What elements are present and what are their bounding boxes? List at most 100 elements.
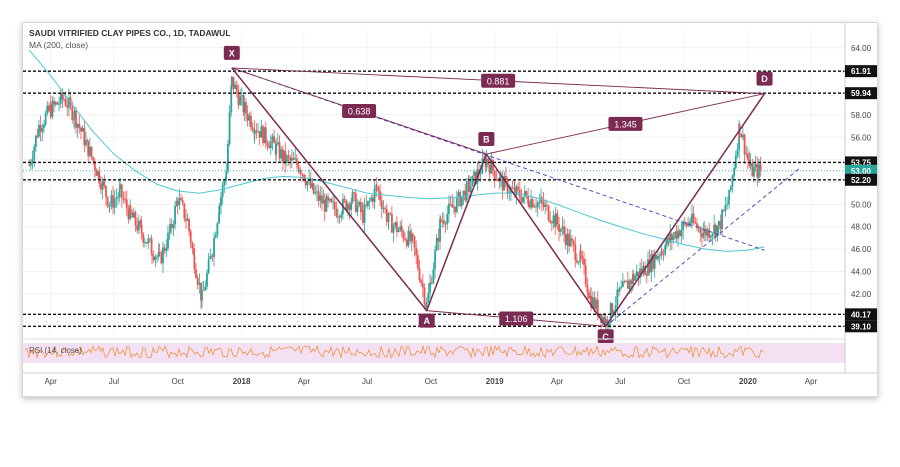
- ratio-box: [499, 311, 534, 326]
- candle-body: [93, 161, 96, 171]
- candle-body: [299, 169, 302, 175]
- candle-body: [405, 240, 408, 246]
- candle-body: [178, 198, 181, 206]
- candle-body: [517, 186, 520, 190]
- candle-body: [170, 224, 173, 228]
- candle-body: [425, 302, 428, 308]
- pattern-leg: [485, 153, 607, 327]
- candle-body: [181, 199, 184, 204]
- candle-body: [255, 130, 258, 133]
- candle-body: [366, 200, 369, 206]
- candle-body: [275, 143, 278, 155]
- candle-body: [409, 230, 411, 242]
- candle-body: [490, 160, 493, 174]
- candle-body: [437, 237, 440, 242]
- level-label: 61.91: [851, 67, 872, 76]
- harmonic-pattern: 0.881 0.638 1.345 1.106 X A B C D: [223, 45, 773, 344]
- candle-body: [547, 205, 550, 221]
- candle-body: [421, 283, 424, 288]
- candle-body: [465, 181, 468, 201]
- candle-body: [644, 265, 646, 276]
- candle-body: [64, 98, 67, 106]
- candle-body: [545, 204, 548, 206]
- candle-body: [361, 210, 364, 223]
- y-tick-label: 50.00: [851, 200, 872, 209]
- candle-body: [363, 204, 366, 223]
- candle-body: [571, 238, 573, 241]
- pattern-leg: [231, 67, 428, 312]
- level-badge: [845, 65, 877, 78]
- candle-body: [129, 205, 132, 220]
- candle-body: [407, 230, 410, 246]
- x-tick-label: Jul: [109, 377, 119, 386]
- candle-body: [400, 226, 403, 232]
- candle-body: [503, 176, 506, 191]
- candle-body: [142, 233, 145, 243]
- ratio-label: 1.345: [614, 119, 637, 129]
- candle-body: [188, 219, 190, 232]
- candle-body: [628, 280, 631, 289]
- candle-body: [160, 252, 163, 264]
- y-tick-label: 58.00: [851, 111, 872, 120]
- candle-body: [549, 220, 552, 223]
- candle-body: [163, 247, 166, 251]
- candle-body: [137, 220, 140, 231]
- candle-body: [152, 255, 155, 260]
- candle-body: [399, 226, 402, 230]
- candle-body: [662, 254, 665, 255]
- candle-body: [731, 175, 734, 187]
- candle-body: [58, 103, 60, 105]
- candle-body: [343, 198, 346, 201]
- candle-body: [506, 179, 509, 194]
- candle-body: [167, 232, 169, 249]
- candle-body: [39, 124, 42, 132]
- candle-body: [75, 110, 77, 128]
- candle-body: [721, 210, 723, 230]
- candle-body: [584, 265, 587, 285]
- candle-body: [223, 180, 226, 186]
- candle-body: [556, 213, 559, 225]
- candle-body: [69, 97, 72, 105]
- candle-body: [435, 237, 438, 251]
- candle-body: [106, 196, 109, 207]
- x-tick-label: Oct: [171, 377, 184, 386]
- candle-body: [144, 242, 146, 243]
- level-label: 53.00: [851, 167, 872, 176]
- x-tick-label: Apr: [298, 377, 311, 386]
- candle-body: [260, 126, 263, 138]
- point-box: [223, 45, 240, 60]
- candle-body: [689, 223, 692, 224]
- level-label: 39.10: [851, 322, 872, 331]
- candle-body: [301, 174, 304, 176]
- candle-body: [132, 212, 135, 218]
- candle-body: [337, 216, 339, 218]
- candle-body: [611, 303, 614, 315]
- level-badge: [845, 320, 877, 333]
- candle-body: [280, 149, 283, 159]
- candle-body: [358, 201, 361, 206]
- candle-body: [206, 272, 208, 287]
- candle-body: [325, 196, 328, 212]
- candle-body: [670, 233, 673, 241]
- candle-body: [572, 240, 575, 245]
- candle-body: [568, 233, 570, 247]
- price-chart[interactable]: 0.881 0.638 1.345 1.106 X A B C D RSI (14, close…: [23, 23, 877, 396]
- candle-body: [711, 234, 714, 236]
- candle-body: [606, 319, 609, 326]
- candle-body: [345, 200, 348, 211]
- candle-body: [335, 209, 338, 217]
- candle-body: [230, 86, 233, 113]
- candle-body: [390, 214, 393, 233]
- candle-body: [717, 221, 720, 226]
- candle-body: [87, 141, 90, 156]
- candle-body: [90, 146, 93, 157]
- candle-body: [542, 201, 545, 207]
- ratio-box: [342, 103, 377, 118]
- rsi-panel: RSI (14, close): [23, 338, 845, 363]
- ratio-label: 1.106: [505, 314, 528, 324]
- candle-body: [404, 238, 406, 241]
- candle-body: [253, 130, 256, 135]
- candle-body: [741, 134, 744, 138]
- candle-body: [687, 222, 689, 226]
- candle-body: [51, 101, 54, 117]
